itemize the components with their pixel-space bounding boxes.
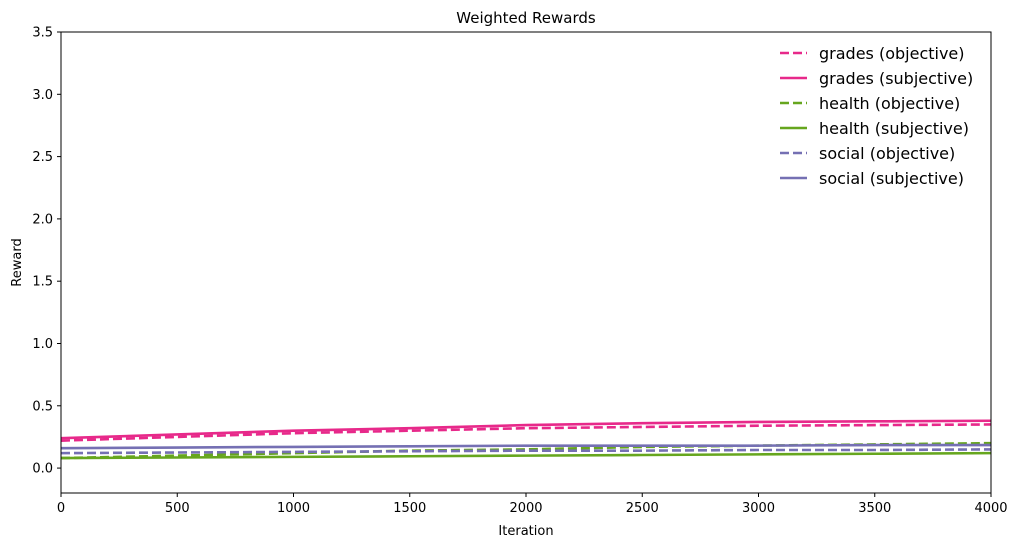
series-lines (61, 419, 991, 460)
y-tick-label: 2.0 (32, 212, 53, 227)
y-tick-label: 3.0 (32, 88, 53, 103)
legend: grades (objective) grades (subjective) hea… (780, 44, 973, 188)
legend-entry: social (subjective) (819, 169, 964, 188)
x-axis: 0 500 1000 1500 2000 2500 3000 3500 4000 (57, 493, 1008, 516)
series-line-social-objective (61, 448, 991, 455)
x-axis-label: Iteration (498, 524, 553, 539)
plot-area (61, 419, 991, 460)
legend-entry: social (objective) (819, 144, 955, 163)
legend-entry: health (subjective) (819, 119, 969, 138)
y-axis-label: Reward (10, 238, 25, 286)
x-tick-label: 1000 (277, 501, 310, 516)
y-tick-label: 3.5 (32, 26, 53, 41)
chart-title: Weighted Rewards (456, 9, 596, 27)
x-tick-label: 1500 (393, 501, 426, 516)
y-tick-label: 1.5 (32, 275, 53, 290)
series-line-social-subjective (61, 443, 991, 450)
y-tick-label: 2.5 (32, 150, 53, 165)
y-tick-label: 0.0 (32, 462, 53, 477)
series-line-grades-objective (61, 423, 991, 442)
x-tick-label: 500 (165, 501, 190, 516)
y-tick-label: 0.5 (32, 399, 53, 414)
x-tick-label: 0 (57, 501, 65, 516)
x-tick-label: 4000 (974, 501, 1007, 516)
series-line-health-subjective (61, 451, 991, 460)
y-axis: 0.0 0.5 1.0 1.5 2.0 2.5 3.0 3.5 (32, 26, 61, 477)
legend-entry: grades (objective) (819, 44, 965, 63)
x-tick-label: 2500 (626, 501, 659, 516)
x-tick-label: 3500 (858, 501, 891, 516)
y-tick-label: 1.0 (32, 337, 53, 352)
x-tick-label: 2000 (509, 501, 542, 516)
legend-entry: health (objective) (819, 94, 960, 113)
series-line-grades-subjective (61, 419, 991, 440)
x-tick-label: 3000 (742, 501, 775, 516)
legend-entry: grades (subjective) (819, 69, 973, 88)
